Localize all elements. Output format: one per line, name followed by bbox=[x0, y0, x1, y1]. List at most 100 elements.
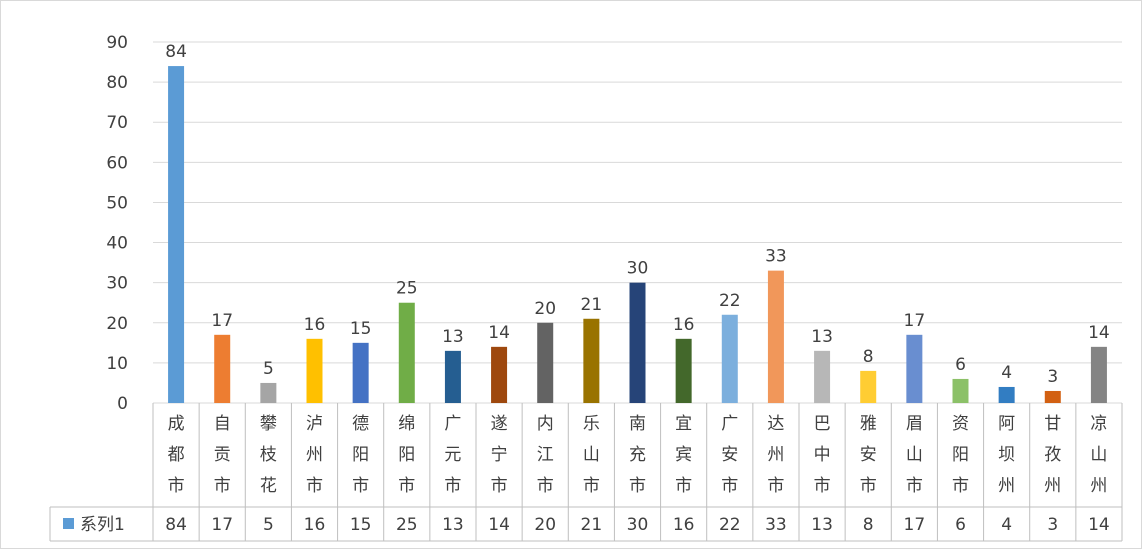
category-label: 广元市 bbox=[444, 414, 461, 496]
bars bbox=[168, 66, 1107, 404]
table-value: 22 bbox=[719, 515, 741, 535]
category-label: 成都市 bbox=[168, 414, 185, 496]
bar bbox=[537, 322, 554, 403]
data-label: 4 bbox=[1001, 363, 1012, 383]
data-label: 22 bbox=[719, 291, 741, 311]
category-label: 绵阳市 bbox=[398, 414, 415, 496]
category-label: 达州市 bbox=[767, 414, 784, 496]
category-label: 甘孜州 bbox=[1044, 414, 1061, 496]
bar bbox=[998, 386, 1015, 403]
category-label: 巴中市 bbox=[814, 414, 831, 496]
data-label: 8 bbox=[863, 347, 874, 367]
category-label: 乐山市 bbox=[583, 414, 600, 496]
table-value: 21 bbox=[581, 515, 603, 535]
data-label: 13 bbox=[442, 327, 464, 347]
data-label: 17 bbox=[211, 311, 233, 331]
data-label: 33 bbox=[765, 247, 787, 267]
bar bbox=[1044, 390, 1061, 403]
bar bbox=[860, 370, 877, 403]
bar bbox=[260, 382, 277, 403]
table-value: 6 bbox=[955, 515, 966, 535]
y-tick-label: 20 bbox=[106, 314, 128, 334]
table-value: 8 bbox=[863, 515, 874, 535]
bar bbox=[814, 350, 831, 403]
table-value: 13 bbox=[811, 515, 833, 535]
bar bbox=[583, 318, 600, 403]
data-label: 30 bbox=[627, 259, 649, 279]
y-tick-label: 80 bbox=[106, 73, 128, 93]
bar bbox=[629, 282, 646, 403]
table-value: 20 bbox=[534, 515, 556, 535]
table-value: 13 bbox=[442, 515, 464, 535]
category-label: 自贡市 bbox=[214, 414, 231, 496]
category-label: 宜宾市 bbox=[675, 414, 692, 496]
table-value: 5 bbox=[263, 515, 274, 535]
data-label: 13 bbox=[811, 327, 833, 347]
bar bbox=[444, 350, 461, 403]
y-axis-ticks: 0 10 20 30 40 50 60 70 80 90 bbox=[106, 33, 128, 414]
data-labels: 84 17 5 16 15 25 13 14 20 21 30 16 22 33 13 8 17 6 4 3 14 bbox=[165, 42, 1109, 387]
category-label: 德阳市 bbox=[352, 414, 369, 496]
bar bbox=[491, 346, 508, 403]
bar bbox=[952, 378, 969, 403]
table-value: 30 bbox=[627, 515, 649, 535]
y-tick-label: 70 bbox=[106, 113, 128, 133]
data-label: 15 bbox=[350, 319, 372, 339]
y-tick-label: 90 bbox=[106, 33, 128, 53]
bar bbox=[168, 66, 185, 404]
bar bbox=[906, 334, 923, 403]
category-label: 眉山市 bbox=[906, 414, 923, 496]
table-value: 17 bbox=[904, 515, 926, 535]
data-label: 6 bbox=[955, 355, 966, 375]
table-value: 16 bbox=[673, 515, 695, 535]
bar bbox=[767, 270, 784, 403]
y-tick-label: 40 bbox=[106, 234, 128, 254]
data-label: 21 bbox=[581, 295, 603, 315]
data-label: 17 bbox=[904, 311, 926, 331]
category-label: 遂宁市 bbox=[491, 414, 508, 496]
y-tick-label: 60 bbox=[106, 153, 128, 173]
bar bbox=[214, 334, 231, 403]
category-label: 资阳市 bbox=[952, 414, 969, 496]
category-label: 攀枝花 bbox=[260, 414, 277, 496]
table-value: 4 bbox=[1001, 515, 1012, 535]
data-label: 84 bbox=[165, 42, 187, 62]
category-label: 泸州市 bbox=[306, 414, 323, 496]
data-table: 系列1 成都市84自贡市17攀枝花5泸州市16德阳市15绵阳市25广元市13遂宁… bbox=[49, 403, 1123, 542]
table-value: 25 bbox=[396, 515, 418, 535]
table-value: 15 bbox=[350, 515, 372, 535]
table-value: 84 bbox=[165, 515, 187, 535]
category-label: 雅安市 bbox=[860, 414, 877, 496]
bar bbox=[721, 314, 738, 403]
data-label: 20 bbox=[534, 299, 556, 319]
y-tick-label: 10 bbox=[106, 354, 128, 374]
data-label: 16 bbox=[673, 315, 695, 335]
bar bbox=[306, 338, 323, 403]
data-label: 16 bbox=[304, 315, 326, 335]
y-tick-label: 30 bbox=[106, 274, 128, 294]
bar bbox=[1090, 346, 1107, 403]
category-label: 阿坝州 bbox=[998, 414, 1015, 496]
data-label: 14 bbox=[488, 323, 510, 343]
data-label: 3 bbox=[1047, 367, 1058, 387]
legend-swatch bbox=[63, 518, 74, 529]
table-value: 16 bbox=[304, 515, 326, 535]
category-label: 南充市 bbox=[629, 414, 646, 496]
data-label: 14 bbox=[1088, 323, 1110, 343]
table-value: 14 bbox=[488, 515, 510, 535]
table-value: 14 bbox=[1088, 515, 1110, 535]
table-value: 33 bbox=[765, 515, 787, 535]
bar bbox=[398, 302, 415, 403]
y-tick-label: 0 bbox=[117, 394, 128, 414]
y-tick-label: 50 bbox=[106, 193, 128, 213]
category-label: 广安市 bbox=[721, 414, 738, 496]
legend-series-name: 系列1 bbox=[80, 515, 125, 535]
data-label: 25 bbox=[396, 279, 418, 299]
table-value: 17 bbox=[211, 515, 233, 535]
bar bbox=[352, 342, 369, 403]
bar bbox=[675, 338, 692, 403]
table-value: 3 bbox=[1047, 515, 1058, 535]
data-label: 5 bbox=[263, 359, 274, 379]
